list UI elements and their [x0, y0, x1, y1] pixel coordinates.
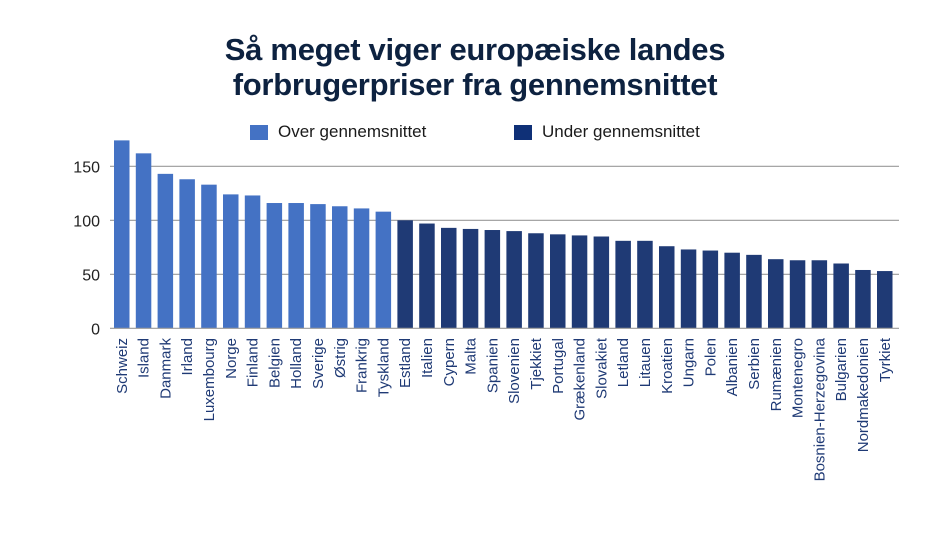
x-tick-label: Norge	[223, 338, 240, 379]
gridlines	[110, 165, 899, 275]
x-tick-label: Albanien	[724, 338, 741, 396]
bar-norge	[223, 194, 239, 329]
x-tick-label: Bulgarien	[833, 338, 850, 401]
x-tick-label: Schweiz	[114, 338, 131, 394]
x-axis-ticks: Schweiz Island Danmark Irland Luxembourg Norg…	[114, 337, 894, 481]
bar-nordmakedonien	[855, 269, 871, 329]
bar-finland	[244, 195, 261, 329]
bar-tyrkiet	[877, 271, 893, 329]
bar-slovenien	[506, 231, 522, 329]
bar-irland	[179, 179, 195, 329]
x-tick-label: Estland	[397, 338, 414, 388]
bar-danmark	[157, 173, 174, 329]
bar-bosnien-herzegovina	[811, 260, 828, 329]
x-tick-label: Italien	[419, 338, 436, 378]
x-tick-label: Nordmakedonien	[855, 338, 872, 452]
bar-cypern	[441, 227, 457, 329]
bar-litauen	[637, 240, 653, 329]
x-tick-label: Montenegro	[790, 338, 807, 418]
bar-sverige	[310, 204, 326, 329]
y-tick-label: 100	[73, 213, 100, 230]
x-tick-label: Island	[136, 338, 153, 378]
x-tick-label: Tjekkiet	[528, 337, 545, 390]
y-tick-label: 0	[91, 321, 100, 338]
x-tick-label: Malta	[463, 337, 480, 374]
bar-malta	[462, 228, 479, 329]
x-tick-label: Bosnien-Herzegovina	[811, 337, 828, 481]
bar-portugal	[550, 234, 566, 329]
x-tick-label: Litauen	[637, 338, 654, 387]
bar-estland	[397, 220, 413, 329]
y-tick-label: 150	[73, 159, 100, 176]
bar-albanien	[724, 252, 740, 329]
x-tick-label: Portugal	[550, 338, 567, 394]
bar-schweiz	[114, 140, 130, 329]
bar-belgien	[266, 203, 283, 329]
bar-luxembourg	[201, 184, 217, 329]
bar-frankrig	[353, 208, 370, 329]
y-axis-ticks: 0 50 100 150	[73, 159, 100, 338]
x-tick-label: Letland	[615, 338, 632, 387]
x-tick-label: Østrig	[332, 338, 349, 378]
bar-tyskland	[375, 211, 392, 329]
bar-bulgarien	[833, 263, 849, 329]
x-tick-label: Kroatien	[659, 338, 676, 394]
bar-montenegro	[789, 260, 806, 329]
bar-østrig	[332, 206, 348, 329]
bar-polen	[702, 250, 719, 329]
legend-label-under: Under gennemsnittet	[542, 122, 700, 141]
x-tick-label: Spanien	[484, 338, 501, 393]
x-tick-label: Danmark	[157, 338, 174, 399]
x-tick-label: Belgien	[266, 338, 283, 388]
legend-label-over: Over gennemsnittet	[278, 122, 427, 141]
bar-spanien	[484, 230, 501, 329]
bar-kroatien	[659, 246, 675, 329]
legend-item-over: Over gennemsnittet	[250, 122, 426, 142]
chart-title: Så meget viger europæiske landes forbrug…	[0, 32, 950, 102]
x-tick-label: Serbien	[746, 338, 763, 390]
x-tick-label: Tyrkiet	[877, 337, 894, 382]
legend-item-under: Under gennemsnittet	[514, 122, 700, 142]
bar-rumænien	[768, 259, 784, 329]
bar-serbien	[746, 254, 762, 329]
bars	[114, 140, 893, 329]
x-tick-label: Finland	[245, 338, 262, 387]
bar-italien	[419, 223, 435, 329]
x-tick-label: Holland	[288, 338, 305, 389]
x-tick-label: Slovenien	[506, 338, 523, 404]
x-tick-label: Sverige	[310, 338, 327, 389]
bar-holland	[288, 203, 304, 329]
bar-slovakiet	[593, 236, 610, 329]
x-tick-label: Tyskland	[375, 338, 392, 397]
legend-swatch-over	[250, 124, 268, 140]
bar-ungarn	[680, 249, 697, 329]
x-tick-label: Cypern	[441, 338, 458, 386]
x-tick-label: Grækenland	[572, 338, 589, 421]
x-tick-label: Polen	[702, 338, 719, 376]
bar-grækenland	[571, 235, 588, 329]
x-tick-label: Frankrig	[354, 338, 371, 393]
x-tick-label: Rumænien	[768, 338, 785, 411]
legend-swatch-under	[514, 124, 532, 140]
x-tick-label: Luxembourg	[201, 338, 218, 421]
x-tick-label: Irland	[179, 338, 196, 376]
x-tick-label: Slovakiet	[593, 337, 610, 399]
chart-title-line-1: Så meget viger europæiske landes	[224, 32, 726, 67]
chart-title-line-2: forbrugerpriser fra gennemsnittet	[232, 67, 718, 102]
bar-letland	[615, 240, 631, 329]
y-tick-label: 50	[82, 267, 100, 284]
x-tick-label: Ungarn	[681, 338, 698, 387]
bar-tjekkiet	[528, 233, 544, 329]
bar-island	[135, 153, 152, 329]
